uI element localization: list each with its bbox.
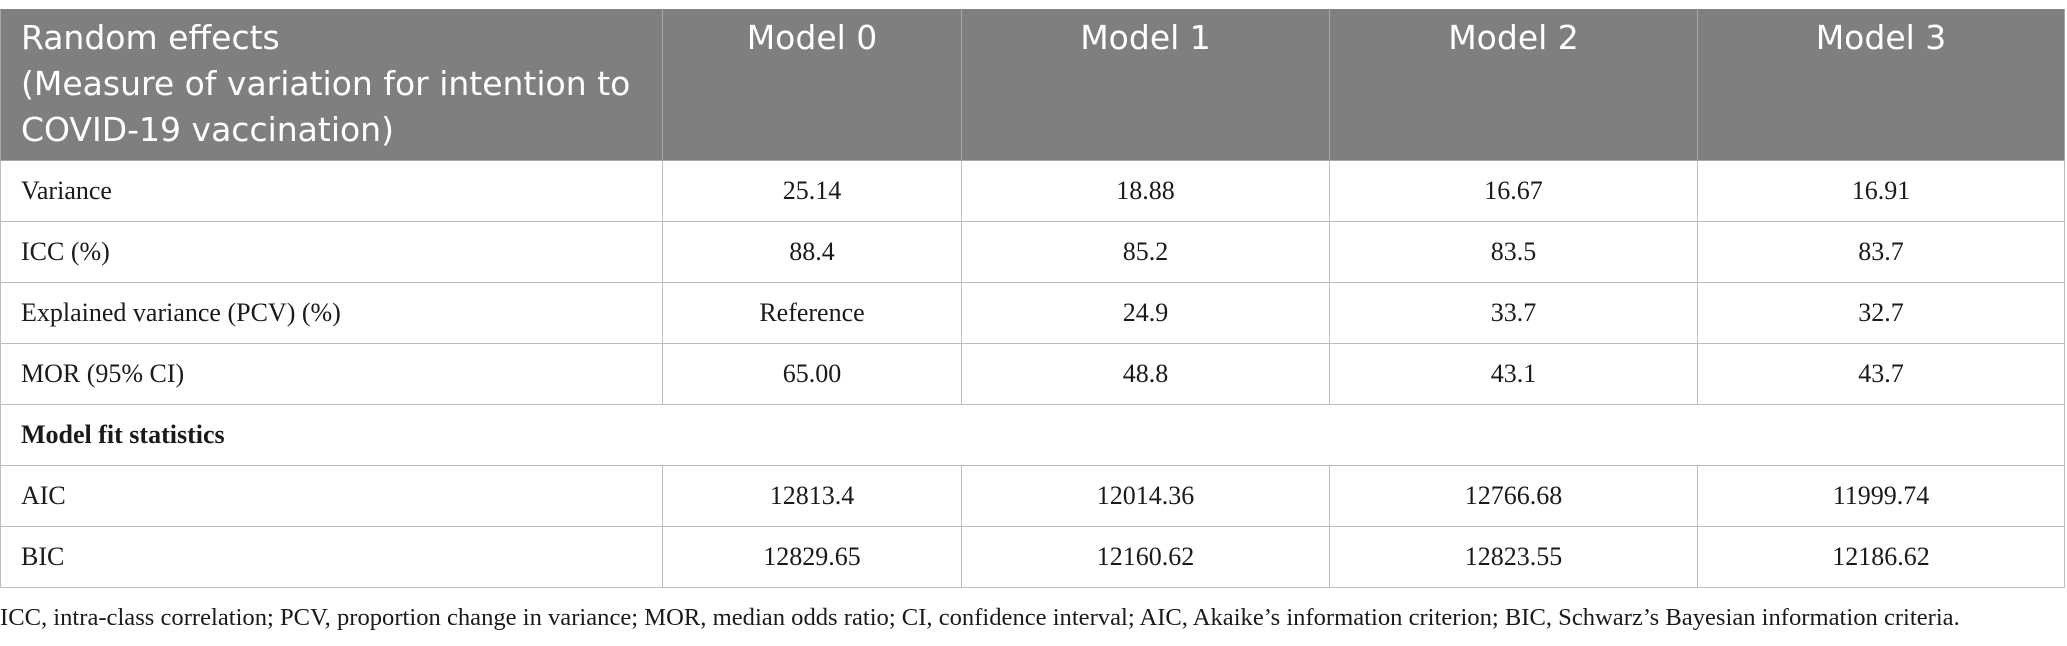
cell: 12160.62: [961, 525, 1330, 588]
cell: 12813.4: [662, 464, 962, 527]
header-cell: Model 3: [1697, 9, 2065, 161]
cell: MOR (95% CI): [0, 342, 663, 405]
cell: 43.1: [1329, 342, 1698, 405]
table-row: BIC 12829.65 12160.62 12823.55 12186.62: [0, 525, 2065, 588]
header-cell: Random effects (Measure of variation for…: [0, 9, 663, 161]
cell: Variance: [0, 159, 663, 222]
section-label: Model fit statistics: [0, 403, 2065, 466]
cell: 11999.74: [1697, 464, 2065, 527]
cell: BIC: [0, 525, 663, 588]
cell: 12766.68: [1329, 464, 1698, 527]
cell: 16.91: [1697, 159, 2065, 222]
cell: 83.5: [1329, 220, 1698, 283]
header-cell: Model 1: [961, 9, 1330, 161]
cell: 24.9: [961, 281, 1330, 344]
cell: 65.00: [662, 342, 962, 405]
table-row: Variance 25.14 18.88 16.67 16.91: [0, 159, 2065, 222]
cell: 12823.55: [1329, 525, 1698, 588]
cell: 12186.62: [1697, 525, 2065, 588]
cell: 12014.36: [961, 464, 1330, 527]
table-row: ICC (%) 88.4 85.2 83.5 83.7: [0, 220, 2065, 283]
cell: 12829.65: [662, 525, 962, 588]
cell: ICC (%): [0, 220, 663, 283]
cell: 85.2: [961, 220, 1330, 283]
cell: AIC: [0, 464, 663, 527]
cell: 33.7: [1329, 281, 1698, 344]
footnote: ICC, intra-class correlation; PCV, propo…: [0, 604, 1960, 631]
cell: 25.14: [662, 159, 962, 222]
cell: 16.67: [1329, 159, 1698, 222]
table-row: AIC 12813.4 12014.36 12766.68 11999.74: [0, 464, 2065, 527]
cell: Reference: [662, 281, 962, 344]
table-row: Explained variance (PCV) (%) Reference 24.…: [0, 281, 2065, 344]
cell: 43.7: [1697, 342, 2065, 405]
header-row: Random effects (Measure of variation for…: [0, 9, 2065, 161]
cell: 32.7: [1697, 281, 2065, 344]
cell: 48.8: [961, 342, 1330, 405]
cell: 88.4: [662, 220, 962, 283]
table-body: Variance 25.14 18.88 16.67 16.91 ICC (%) 88.4 8…: [0, 159, 2065, 588]
table-row: Model fit statistics: [0, 403, 2065, 466]
cell: 83.7: [1697, 220, 2065, 283]
table-row: MOR (95% CI) 65.00 48.8 43.1 43.7: [0, 342, 2065, 405]
header-cell: Model 2: [1329, 9, 1698, 161]
table: Random effects (Measure of variation for…: [0, 9, 2065, 588]
cell: 18.88: [961, 159, 1330, 222]
cell: Explained variance (PCV) (%): [0, 281, 663, 344]
header-cell: Model 0: [662, 9, 962, 161]
